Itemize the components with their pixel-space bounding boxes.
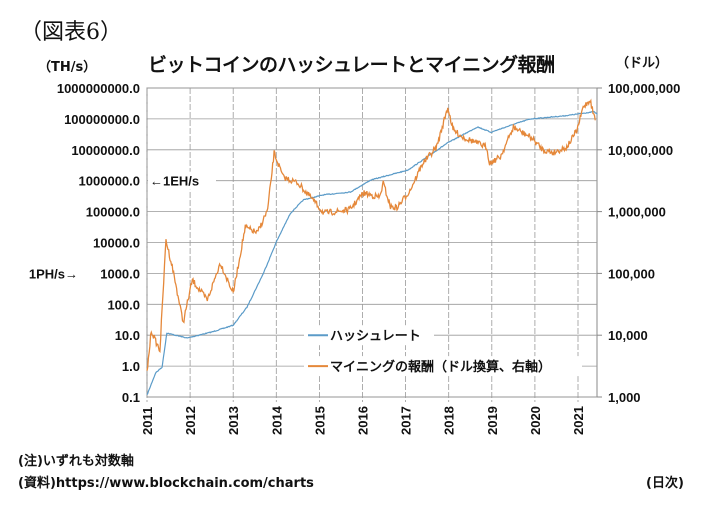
note: (注)いずれも対数軸	[18, 454, 134, 469]
left-tick-label: 0.1	[122, 390, 140, 405]
left-tick-label: 10000.0	[93, 236, 140, 251]
x-tick-label: 2013	[226, 406, 241, 435]
left-tick-label: 10.0	[115, 328, 140, 343]
x-tick-label: 2012	[183, 406, 198, 435]
x-tick-label: 2017	[399, 406, 414, 435]
right-tick-label: 10,000	[608, 328, 648, 343]
x-tick-label: 2020	[528, 406, 543, 435]
figure-label: （図表6）	[20, 20, 122, 45]
source: (資料)https://www.blockchain.com/charts	[18, 476, 314, 491]
right-tick-label: 1,000,000	[608, 205, 666, 220]
x-tick-label: 2021	[571, 406, 586, 435]
right-tick-label: 100,000	[608, 266, 655, 281]
left-tick-label: 1.0	[122, 359, 140, 374]
x-tick-label: 2018	[442, 406, 457, 435]
x-tick-label: 2011	[140, 407, 155, 435]
left-tick-label: 1000.0	[100, 266, 140, 281]
legend-bg	[304, 356, 582, 377]
right-axis-unit: （ドル）	[616, 56, 669, 71]
chart-title: ビットコインのハッシュレートとマイニング報酬	[148, 54, 555, 76]
legend-label: ハッシュレート	[330, 328, 421, 343]
frequency: (日次)	[646, 476, 684, 491]
x-tick-label: 2014	[269, 405, 284, 435]
x-tick-label: 2019	[485, 406, 500, 435]
left-tick-label: 1000000.0	[79, 174, 140, 189]
annotation-bg	[148, 171, 216, 190]
annotation-1ph: 1PH/s→	[29, 266, 78, 281]
left-tick-label: 10000000.0	[71, 143, 140, 158]
left-tick-label: 100000.0	[86, 205, 140, 220]
left-tick-label: 100000000.0	[64, 112, 140, 127]
legend-label: マイニングの報酬（ドル換算、右軸）	[330, 359, 551, 374]
series-line-1	[146, 98, 596, 371]
right-tick-label: 100,000,000	[608, 81, 680, 96]
right-tick-label: 1,000	[608, 390, 641, 405]
series-line-0	[146, 110, 598, 396]
left-tick-label: 1000000000.0	[57, 81, 140, 96]
legend-bg	[304, 325, 434, 346]
x-tick-label: 2016	[356, 406, 371, 435]
left-tick-label: 100.0	[107, 297, 140, 312]
x-tick-label: 2015	[312, 406, 327, 435]
annotation-1eh: ←1EH/s	[150, 174, 199, 189]
left-axis-unit: （TH/s）	[38, 60, 97, 75]
right-tick-label: 10,000,000	[608, 143, 673, 158]
